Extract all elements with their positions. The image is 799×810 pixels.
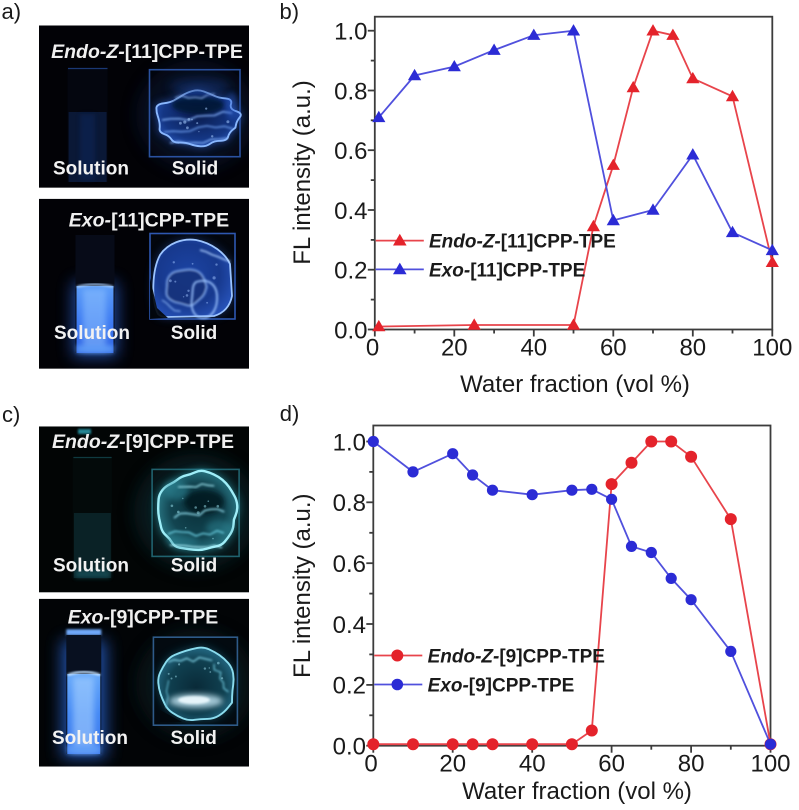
- svg-text:Solution: Solution: [52, 728, 128, 749]
- svg-text:0.4: 0.4: [334, 198, 367, 225]
- svg-text:0.8: 0.8: [334, 78, 367, 105]
- svg-text:Solid: Solid: [172, 159, 218, 180]
- svg-text:Water fraction (vol %): Water fraction (vol %): [460, 371, 690, 398]
- svg-text:Exo-[11]CPP-TPE: Exo-[11]CPP-TPE: [429, 260, 585, 281]
- svg-text:FL intensity (a.u.): FL intensity (a.u.): [289, 493, 316, 678]
- svg-text:40: 40: [520, 335, 547, 362]
- svg-text:20: 20: [439, 751, 466, 778]
- svg-text:100: 100: [750, 751, 790, 778]
- svg-text:0: 0: [364, 751, 377, 778]
- svg-text:0.6: 0.6: [333, 551, 366, 578]
- svg-text:0.0: 0.0: [334, 317, 367, 344]
- svg-text:Solid: Solid: [171, 323, 217, 344]
- svg-text:40: 40: [519, 751, 546, 778]
- svg-text:60: 60: [598, 751, 625, 778]
- svg-text:Endo-Z-[11]CPP-TPE: Endo-Z-[11]CPP-TPE: [429, 232, 616, 253]
- svg-text:Endo-Z-[9]CPP-TPE: Endo-Z-[9]CPP-TPE: [428, 646, 605, 667]
- svg-text:0.2: 0.2: [333, 673, 366, 700]
- svg-text:Solution: Solution: [53, 556, 129, 577]
- svg-text:0.4: 0.4: [333, 612, 366, 639]
- svg-text:c): c): [2, 402, 20, 427]
- svg-text:Exo-[9]CPP-TPE: Exo-[9]CPP-TPE: [428, 675, 575, 696]
- svg-text:0.0: 0.0: [333, 734, 366, 761]
- svg-text:20: 20: [441, 335, 468, 362]
- svg-text:80: 80: [678, 751, 705, 778]
- svg-text:0.6: 0.6: [334, 138, 367, 165]
- svg-text:Exo-[9]CPP-TPE: Exo-[9]CPP-TPE: [68, 607, 219, 629]
- svg-text:0: 0: [366, 335, 379, 362]
- svg-text:Solution: Solution: [54, 323, 130, 344]
- svg-text:Solid: Solid: [171, 556, 217, 577]
- svg-text:0.2: 0.2: [334, 258, 367, 285]
- svg-text:d): d): [280, 401, 300, 426]
- svg-text:Endo-Z-[9]CPP-TPE: Endo-Z-[9]CPP-TPE: [52, 431, 234, 453]
- svg-text:Exo-[11]CPP-TPE: Exo-[11]CPP-TPE: [69, 210, 229, 232]
- svg-text:60: 60: [600, 335, 627, 362]
- svg-text:1.0: 1.0: [334, 19, 367, 46]
- svg-text:Endo-Z-[11]CPP-TPE: Endo-Z-[11]CPP-TPE: [51, 41, 243, 63]
- svg-text:a): a): [2, 0, 22, 24]
- svg-text:80: 80: [679, 335, 706, 362]
- svg-text:FL intensity (a.u.): FL intensity (a.u.): [289, 80, 316, 265]
- svg-text:b): b): [280, 0, 300, 24]
- svg-text:100: 100: [752, 335, 792, 362]
- svg-text:Water fraction (vol %): Water fraction (vol %): [462, 778, 692, 805]
- svg-text:Solid: Solid: [170, 728, 216, 749]
- svg-text:1.0: 1.0: [333, 429, 366, 456]
- svg-text:Solution: Solution: [53, 159, 129, 180]
- svg-text:0.8: 0.8: [333, 490, 366, 517]
